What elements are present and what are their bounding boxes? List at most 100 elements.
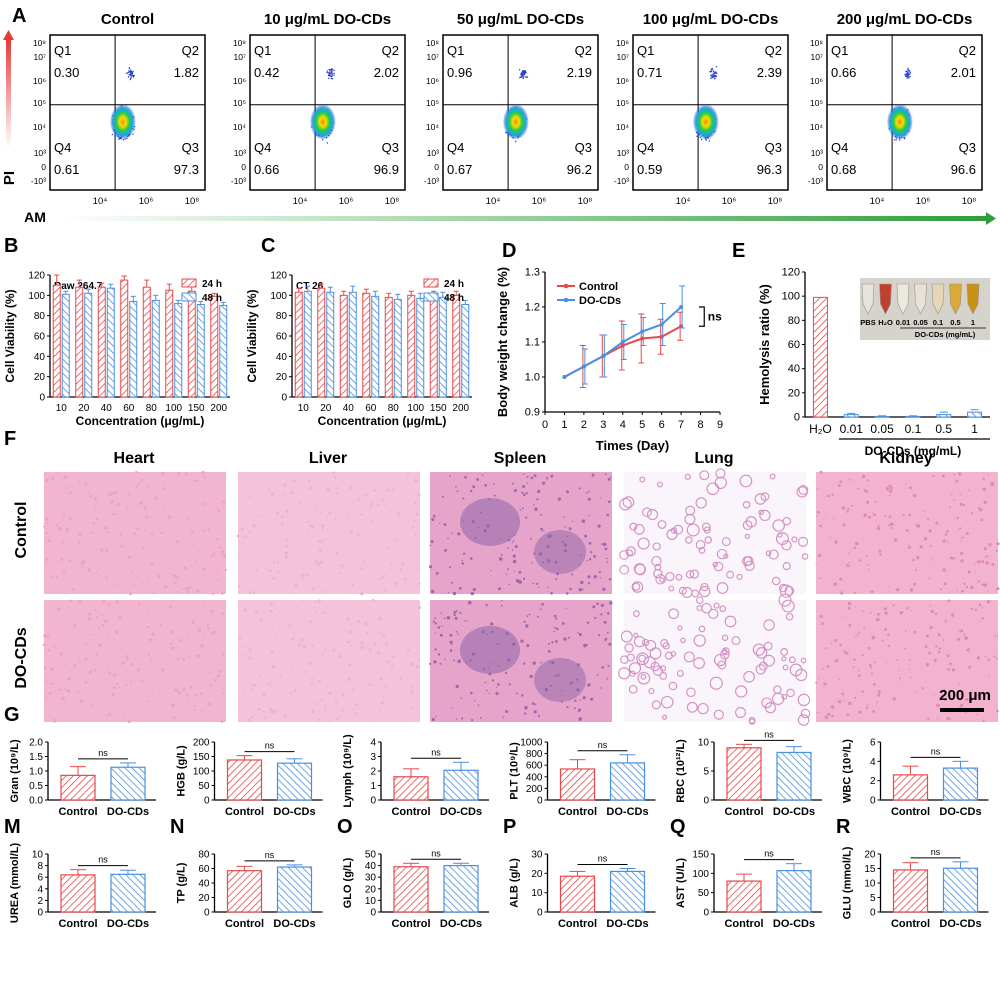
nucleus xyxy=(301,536,303,539)
nucleus xyxy=(460,697,463,699)
event-dot xyxy=(700,138,703,141)
nucleus xyxy=(470,591,474,596)
nucleus xyxy=(150,659,153,663)
data-point xyxy=(679,305,684,309)
nucleus xyxy=(253,663,255,665)
nucleus xyxy=(523,473,525,475)
nucleus xyxy=(529,674,533,679)
nucleus xyxy=(536,582,539,586)
event-dot xyxy=(333,74,335,77)
series-line xyxy=(563,325,682,378)
nucleus xyxy=(524,705,528,710)
y-tick-label: 30 xyxy=(531,850,543,861)
nucleus xyxy=(449,475,451,478)
nucleus xyxy=(385,629,388,632)
event-dot xyxy=(904,74,906,76)
nucleus xyxy=(565,608,568,610)
nucleus xyxy=(221,612,225,615)
y-tick-label: 0 xyxy=(281,393,287,404)
nucleus xyxy=(991,563,995,566)
quadrant-name-q2: Q2 xyxy=(182,43,199,58)
flow-y-tick-label: -10³ xyxy=(614,176,629,186)
nucleus xyxy=(497,683,500,686)
bar xyxy=(129,300,138,398)
nucleus xyxy=(967,648,970,650)
flow-y-tick-label: 10⁶ xyxy=(426,76,439,86)
y-tick-label: 0.9 xyxy=(525,407,540,419)
nucleus xyxy=(541,603,544,606)
nucleus xyxy=(154,586,156,589)
x-tick-label: 60 xyxy=(123,403,135,414)
y-tick-label: 60 xyxy=(788,339,800,351)
nucleus xyxy=(73,664,77,668)
nucleus xyxy=(238,556,241,559)
data-point xyxy=(620,340,625,344)
nucleus xyxy=(443,523,447,526)
nucleus xyxy=(868,568,870,571)
nucleus xyxy=(977,580,980,583)
nucleus xyxy=(931,557,933,560)
nucleus xyxy=(248,657,252,660)
nucleus xyxy=(219,580,222,583)
nucleus xyxy=(435,571,439,575)
nucleus xyxy=(526,482,528,484)
nucleus xyxy=(162,505,165,508)
bar xyxy=(393,776,429,801)
nucleus xyxy=(877,612,880,616)
flow-y-tick-label: 10⁸ xyxy=(33,38,46,48)
nucleus xyxy=(868,515,871,519)
nucleus xyxy=(186,590,189,594)
nucleus xyxy=(182,687,186,691)
nucleus xyxy=(841,692,845,696)
nucleus xyxy=(268,569,272,573)
nucleus xyxy=(108,492,112,496)
event-density-cluster xyxy=(309,103,336,140)
nucleus xyxy=(67,677,71,681)
nucleus xyxy=(350,530,354,534)
event-dot xyxy=(894,139,896,141)
nucleus xyxy=(218,546,222,549)
bar xyxy=(196,303,205,398)
nucleus xyxy=(207,528,211,532)
x-tick-label: 5 xyxy=(639,419,645,431)
nucleus xyxy=(272,627,274,630)
nucleus xyxy=(841,506,846,510)
y-axis-label: ALB (g/L) xyxy=(509,858,521,908)
nucleus xyxy=(104,619,108,623)
nucleus xyxy=(872,710,876,713)
flow-title: 200 μg/mL DO-CDs xyxy=(837,11,973,28)
tube-label: PBS xyxy=(860,318,875,327)
nucleus xyxy=(995,657,998,660)
nucleus xyxy=(137,633,140,636)
nucleus xyxy=(259,674,262,677)
tissue-section xyxy=(430,472,612,594)
nucleus xyxy=(48,649,51,652)
nucleus xyxy=(511,541,514,544)
bar xyxy=(452,294,461,398)
event-dot xyxy=(909,75,911,78)
nucleus xyxy=(279,472,282,475)
nucleus xyxy=(532,661,536,665)
event-dot xyxy=(520,72,522,75)
nucleus xyxy=(187,518,190,521)
significance-label: ns xyxy=(764,849,774,859)
significance-label: ns xyxy=(598,854,608,864)
nucleus xyxy=(179,638,183,643)
nucleus xyxy=(826,665,830,668)
nucleus xyxy=(88,670,93,674)
event-dot xyxy=(522,74,525,76)
nucleus xyxy=(930,609,934,614)
nucleus xyxy=(293,689,297,692)
quadrant-name-q3: Q3 xyxy=(959,140,976,155)
nucleus xyxy=(292,512,295,515)
y-tick-label: 10 xyxy=(531,888,543,899)
nucleus xyxy=(896,587,900,592)
nucleus xyxy=(307,475,310,478)
nucleus xyxy=(385,474,388,477)
nucleus xyxy=(107,712,112,717)
event-density-cluster xyxy=(109,103,136,140)
y-tick-label: 0.5 xyxy=(29,781,43,792)
nucleus xyxy=(605,473,607,476)
data-point xyxy=(659,322,664,327)
event-dot xyxy=(524,71,527,74)
